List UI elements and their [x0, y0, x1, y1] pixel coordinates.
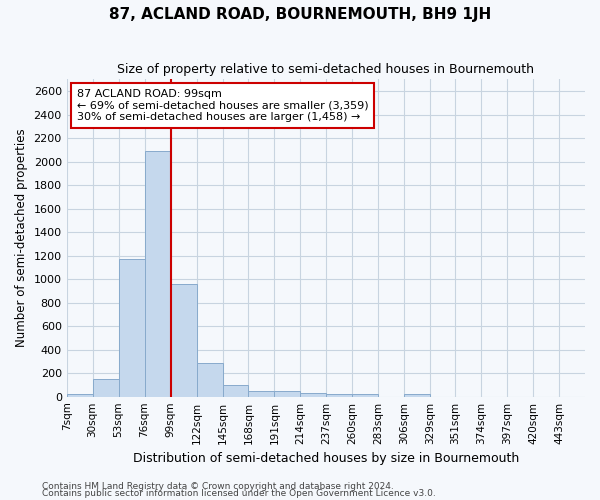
Bar [326, 394, 352, 396]
Bar [67, 394, 92, 396]
Bar [119, 259, 145, 396]
Bar [248, 391, 274, 396]
Text: Contains HM Land Registry data © Crown copyright and database right 2024.: Contains HM Land Registry data © Crown c… [42, 482, 394, 491]
Text: 87 ACLAND ROAD: 99sqm
← 69% of semi-detached houses are smaller (3,359)
30% of s: 87 ACLAND ROAD: 99sqm ← 69% of semi-deta… [77, 89, 368, 122]
Y-axis label: Number of semi-detached properties: Number of semi-detached properties [15, 128, 28, 348]
Bar [92, 379, 119, 396]
Bar [145, 151, 170, 396]
Bar [223, 385, 248, 396]
Bar [274, 391, 301, 396]
X-axis label: Distribution of semi-detached houses by size in Bournemouth: Distribution of semi-detached houses by … [133, 452, 519, 465]
Text: 87, ACLAND ROAD, BOURNEMOUTH, BH9 1JH: 87, ACLAND ROAD, BOURNEMOUTH, BH9 1JH [109, 8, 491, 22]
Bar [404, 394, 430, 396]
Bar [197, 363, 223, 396]
Bar [352, 394, 379, 396]
Text: Contains public sector information licensed under the Open Government Licence v3: Contains public sector information licen… [42, 489, 436, 498]
Title: Size of property relative to semi-detached houses in Bournemouth: Size of property relative to semi-detach… [118, 62, 535, 76]
Bar [301, 392, 326, 396]
Bar [170, 284, 197, 397]
